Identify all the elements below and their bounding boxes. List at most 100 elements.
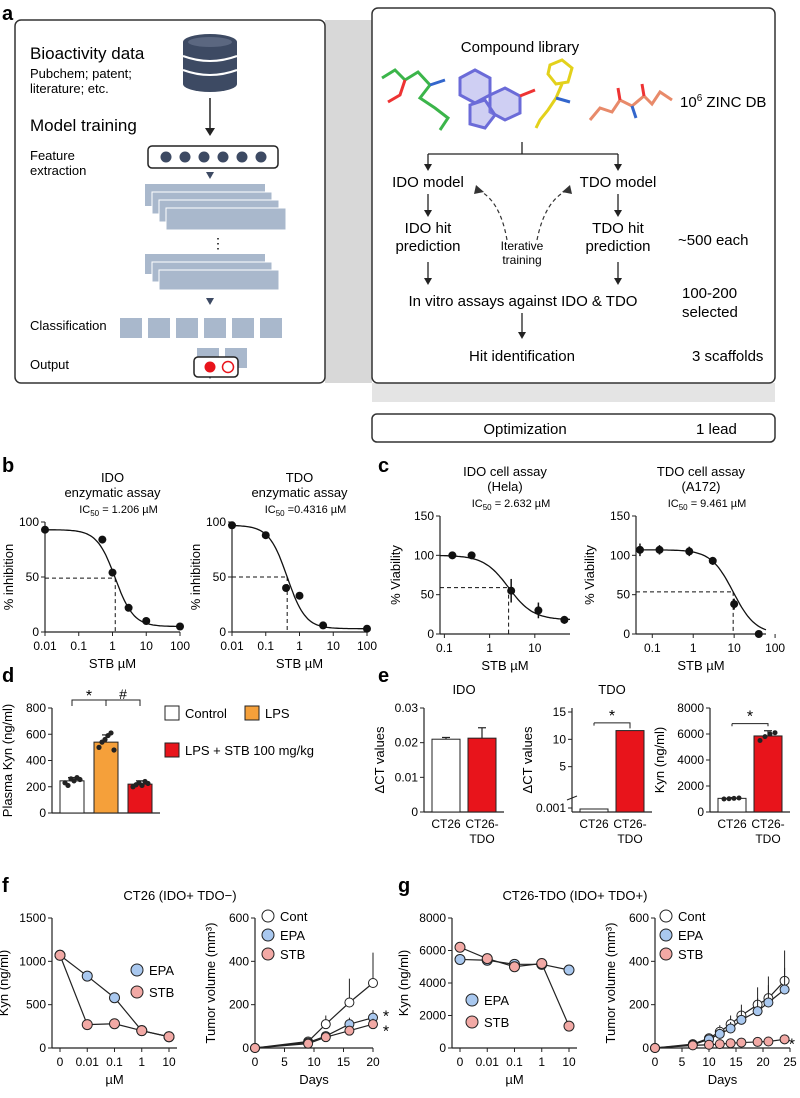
feature-dots bbox=[160, 151, 267, 163]
x-tick-label: 0.01 bbox=[220, 639, 244, 653]
x-tick-label: TDO bbox=[755, 832, 780, 846]
x-tick-label: 0.1 bbox=[257, 639, 274, 653]
bar bbox=[93, 741, 119, 814]
y-axis-label: Plasma Kyn (ng/ml) bbox=[0, 704, 15, 817]
chart-title: CT26 (IDO+ TDO−) bbox=[123, 888, 236, 903]
y-tick-label: 200 bbox=[26, 780, 46, 794]
chart-subtitle: (A172) bbox=[681, 479, 720, 494]
panel-label-f: f bbox=[2, 875, 9, 897]
x-tick-label: 0.01 bbox=[33, 639, 57, 653]
chart-title: TDO bbox=[286, 470, 313, 485]
y-axis-label: % Viability bbox=[582, 545, 597, 605]
legend-swatch bbox=[244, 705, 260, 721]
chart-title: TDO cell assay bbox=[657, 464, 746, 479]
compound-library-title: Compound library bbox=[461, 39, 580, 56]
x-tick-label: 10 bbox=[307, 1055, 321, 1069]
x-tick-label: CT26 bbox=[431, 817, 461, 831]
ic50-label: IC50 = 9.461 µM bbox=[668, 498, 747, 512]
connector-shade bbox=[325, 20, 372, 383]
series-line bbox=[254, 982, 374, 1049]
y-tick-label: 0 bbox=[411, 805, 418, 819]
legend-label: EPA bbox=[149, 963, 174, 978]
data-point bbox=[54, 949, 66, 961]
x-tick-label: CT26 bbox=[579, 817, 609, 831]
tdo-hit-arrow-head bbox=[614, 278, 622, 285]
chart-subtitle: enzymatic assay bbox=[64, 485, 161, 500]
ido-arrow-head bbox=[424, 210, 432, 217]
data-point bbox=[714, 1028, 725, 1039]
data-point bbox=[368, 978, 378, 988]
hit-identification-label: Hit identification bbox=[469, 348, 575, 365]
tdo-hit-label2: prediction bbox=[585, 238, 650, 255]
x-tick-label: 10 bbox=[528, 641, 542, 655]
legend-label: LPS bbox=[265, 706, 290, 721]
data-point bbox=[295, 591, 304, 600]
y-tick-label: 0 bbox=[32, 625, 39, 639]
molecule-yellow bbox=[534, 58, 574, 129]
x-tick-label: 15 bbox=[337, 1055, 351, 1069]
y-tick-label: 6000 bbox=[419, 944, 446, 958]
data-point bbox=[779, 1034, 790, 1045]
legend-swatch bbox=[164, 705, 180, 721]
connector-shade-bottom bbox=[372, 383, 775, 402]
each-label: ~500 each bbox=[678, 232, 748, 249]
data-point bbox=[704, 1039, 714, 1050]
x-tick-label: 10 bbox=[562, 1055, 576, 1069]
data-point bbox=[282, 584, 291, 592]
data-point bbox=[685, 547, 694, 556]
y-axis-label: Kyn (ng/ml) bbox=[396, 950, 411, 1016]
y-tick-label: 1000 bbox=[19, 954, 46, 968]
y-axis-label: % inhibition bbox=[1, 544, 16, 611]
legend-marker bbox=[659, 947, 673, 961]
data-point bbox=[136, 1025, 148, 1037]
assay-arrow-head bbox=[518, 332, 526, 339]
data-point bbox=[725, 1023, 736, 1034]
data-point bbox=[635, 545, 644, 554]
y-tick-label: 15 bbox=[553, 705, 567, 719]
x-tick-label: 10 bbox=[702, 1055, 716, 1069]
sig-mark: * bbox=[383, 1009, 389, 1026]
x-tick-label: 1 bbox=[296, 639, 303, 653]
data-point bbox=[303, 1038, 314, 1049]
data-point bbox=[81, 970, 93, 982]
data-point bbox=[98, 535, 107, 544]
legend-label: EPA bbox=[280, 928, 305, 943]
x-tick-label: 10 bbox=[327, 639, 341, 653]
legend-marker bbox=[659, 928, 673, 942]
arrowhead-2 bbox=[206, 298, 214, 305]
molecule-green bbox=[381, 68, 451, 131]
chart-subtitle: enzymatic assay bbox=[251, 485, 348, 500]
ellipsis-dots: ⋮ bbox=[211, 235, 225, 251]
output-label: Output bbox=[30, 357, 69, 372]
y-tick-label: 150 bbox=[610, 509, 630, 523]
break-mark bbox=[566, 795, 578, 801]
chart-title: TDO bbox=[598, 682, 625, 697]
y-tick-label: 5 bbox=[559, 760, 566, 774]
sig-bracket bbox=[593, 722, 631, 729]
tdo-hit-label1: TDO hit bbox=[592, 220, 645, 237]
feature-label2: extraction bbox=[30, 163, 86, 178]
optimization-label: Optimization bbox=[483, 421, 566, 438]
x-tick-label: TDO bbox=[469, 832, 494, 846]
data-point bbox=[509, 961, 520, 973]
assays-label: In vitro assays against IDO & TDO bbox=[409, 293, 638, 310]
y-axis-label: ΔCT values bbox=[520, 726, 535, 793]
x-tick-label: 15 bbox=[729, 1055, 743, 1069]
data-dot bbox=[145, 780, 151, 787]
iterative-label1: Iterative bbox=[501, 239, 544, 253]
y-tick-label: 600 bbox=[629, 911, 649, 925]
data-point bbox=[142, 617, 151, 625]
panel-label-c: c bbox=[378, 455, 389, 477]
data-point bbox=[124, 603, 133, 612]
data-dot bbox=[102, 736, 108, 743]
x-tick-label: 0.01 bbox=[76, 1055, 100, 1069]
data-point bbox=[560, 615, 569, 624]
x-tick-label: CT26- bbox=[751, 817, 784, 831]
y-tick-label: 200 bbox=[629, 998, 649, 1012]
bioactivity-sub1: Pubchem; patent; bbox=[30, 66, 132, 81]
x-tick-label: 20 bbox=[756, 1055, 770, 1069]
legend-label: EPA bbox=[484, 993, 509, 1008]
legend-label: LPS + STB 100 mg/kg bbox=[185, 743, 314, 758]
x-tick-label: 1 bbox=[109, 639, 116, 653]
y-tick-label: 4000 bbox=[677, 753, 704, 767]
